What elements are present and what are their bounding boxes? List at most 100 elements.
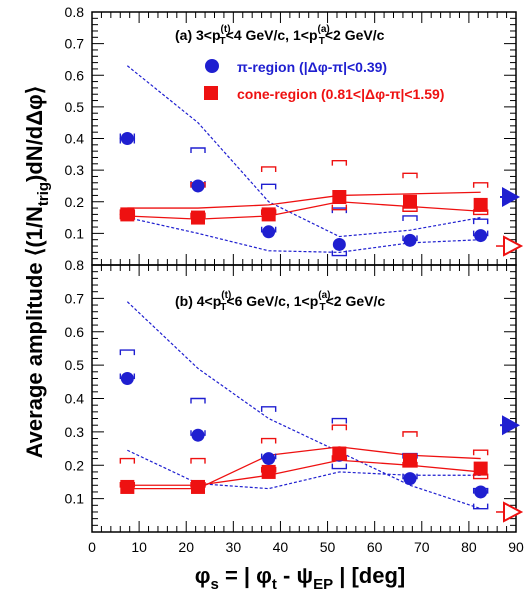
cone-sys-bracket-upper (190, 457, 206, 464)
legend-label-pi-region: π-region (|Δφ-π|<0.39) (237, 59, 387, 75)
cone-sys-bracket-lower (472, 473, 489, 480)
pi-reference-triangle (502, 187, 520, 208)
x-tick-label: 90 (508, 539, 524, 555)
cone-region-point (403, 194, 417, 209)
y-tick-label: 0.8 (65, 257, 85, 273)
y-tick-label: 0.5 (65, 357, 85, 373)
cone-band-line (127, 201, 481, 220)
y-tick-label: 0.2 (65, 194, 85, 210)
y-tick-label: 0.6 (65, 324, 85, 340)
cone-region-point (261, 207, 276, 222)
cone-region-point (332, 446, 347, 461)
reference-marker-layer (496, 187, 524, 523)
x-axis-title: φs​ = | φt​ - ψEP​ | [deg] (195, 563, 405, 593)
x-tick-label: 40 (273, 539, 289, 555)
pi-region-point (262, 225, 276, 239)
cone-region-point (332, 190, 347, 205)
systematic-bracket-layer (119, 133, 489, 510)
pi-sys-bracket-upper (472, 218, 489, 225)
legend-label-cone-region: cone-region (0.81<|Δφ-π|<1.59) (237, 86, 444, 102)
cone-sys-bracket-upper (260, 437, 277, 444)
x-tick-label: 20 (178, 539, 194, 555)
y-tick-label: 0.6 (65, 67, 85, 83)
cone-sys-bracket-upper (472, 449, 489, 456)
data-point-layer (120, 132, 488, 499)
pi-sys-bracket-upper (190, 147, 206, 153)
pi-sys-bracket-upper (190, 397, 206, 404)
y-tick-label: 0.5 (65, 99, 85, 115)
cone-band-line (127, 191, 481, 209)
x-tick-label: 70 (414, 539, 430, 555)
panel-a-label: (a) 3<p(t)T​<4 GeV/c, 1<p(a)T​<2 GeV/c (175, 24, 385, 47)
pi-region-point (474, 485, 488, 499)
pi-reference-triangle (502, 415, 520, 436)
x-tick-label: 60 (367, 539, 383, 555)
cone-sys-bracket-upper (402, 172, 418, 179)
pi-band-line (127, 216, 481, 253)
cone-region-point (403, 453, 417, 468)
y-tick-label: 0.8 (65, 4, 85, 20)
cone-sys-bracket-upper (119, 457, 136, 464)
pi-sys-bracket-lower (331, 250, 348, 257)
y-tick-label: 0.2 (65, 457, 85, 473)
cone-sys-bracket-upper (331, 159, 348, 166)
x-tick-label: 80 (461, 539, 477, 555)
pi-band-line (126, 65, 481, 238)
pi-region-point (191, 179, 205, 193)
cone-region-point (120, 207, 135, 222)
pi-sys-bracket-lower (472, 503, 489, 510)
cone-band-line (127, 446, 481, 490)
cone-sys-bracket-upper (331, 424, 348, 431)
pi-region-point (120, 371, 134, 385)
pi-sys-bracket-upper (331, 207, 348, 214)
pi-sys-bracket-upper (402, 215, 418, 221)
y-tick-label: 0.7 (65, 36, 85, 52)
cone-sys-bracket-upper (472, 182, 489, 188)
cone-sys-bracket-upper (402, 431, 418, 437)
pi-sys-bracket-lower (331, 463, 348, 470)
pi-sys-bracket-upper (119, 349, 136, 356)
cone-reference-triangle (503, 501, 524, 523)
cone-sys-bracket-upper (260, 166, 277, 172)
cone-sys-bracket-lower (331, 204, 348, 211)
pi-region-point (332, 237, 346, 251)
cone-region-point (473, 197, 488, 212)
y-tick-label: 0.3 (65, 162, 85, 178)
y-tick-label: 0.1 (65, 225, 85, 241)
cone-reference-triangle (503, 235, 524, 257)
band-layer (126, 65, 481, 510)
pi-region-point (262, 452, 276, 466)
x-tick-label: 10 (131, 539, 147, 555)
panel-a-frame (91, 11, 517, 266)
pi-sys-bracket-upper (331, 417, 348, 424)
panel-b-label: (b) 4<p(t)T​<6 GeV/c, 1<p(a)T​<2 GeV/c (175, 290, 385, 313)
cone-region-point (120, 479, 135, 494)
pi-region-point (403, 233, 417, 247)
x-tick-label: 50 (320, 539, 336, 555)
cone-band-line (127, 459, 481, 486)
cone-region-point (473, 461, 488, 476)
pi-region-point (474, 229, 488, 243)
y-axis-title: Average amplitude ⟨(1/Ntrig)dN/dΔφ⟩ (22, 86, 52, 459)
y-tick-label: 0.4 (65, 131, 85, 147)
pi-sys-bracket-upper (260, 406, 277, 412)
y-tick-label: 0.7 (65, 290, 85, 306)
x-tick-label: 30 (226, 539, 242, 555)
y-tick-label: 0.4 (65, 391, 85, 407)
y-tick-label: 0.3 (65, 424, 85, 440)
tick-layer (91, 11, 517, 533)
cone-region-point (191, 479, 205, 494)
x-tick-label: 0 (88, 539, 96, 555)
pi-region-point (403, 472, 417, 486)
pi-band-line (126, 301, 481, 510)
legend: π-region (|Δφ-π|<0.39) cone-region (0.81… (204, 59, 444, 102)
cone-region-point (191, 210, 205, 225)
pi-region-point (191, 428, 205, 442)
pi-region-point (120, 132, 134, 145)
y-tick-label: 0.1 (65, 491, 85, 507)
legend-marker-cone-region (204, 86, 218, 100)
cone-region-point (261, 464, 276, 479)
tick-label-layer: 0.1 0.2 0.3 0.4 0.5 0.6 0.7 0.8 0.1 0.2 0.3 0.4 0.5 0… (65, 4, 524, 555)
pi-band-line (127, 449, 481, 490)
